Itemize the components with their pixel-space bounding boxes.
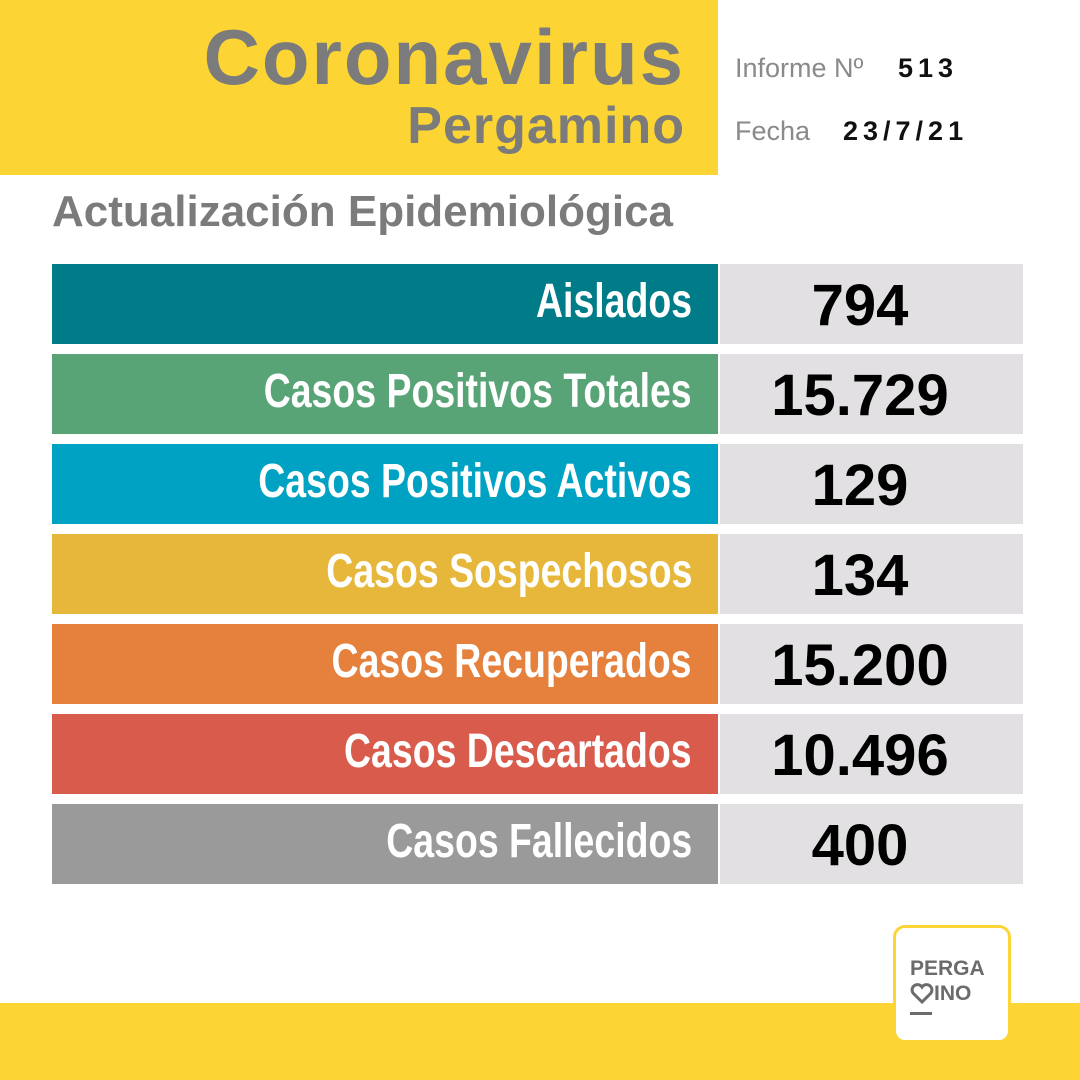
row-value: 129 xyxy=(811,453,909,518)
row-value: 15.200 xyxy=(771,633,949,698)
subtitle: Pergamino xyxy=(407,97,685,155)
date-label: Fecha xyxy=(735,116,811,146)
row-value-cell: 129 xyxy=(720,444,1023,524)
row-label: Casos Positivos Activos xyxy=(258,455,692,508)
row: Casos Fallecidos 400 xyxy=(52,804,1023,884)
row-label-cell: Aislados xyxy=(52,264,718,344)
row-label-cell: Casos Recuperados xyxy=(52,624,718,704)
row-value: 794 xyxy=(811,273,909,338)
logo-underline xyxy=(910,1012,932,1015)
row-value: 134 xyxy=(811,543,909,608)
logo-heart xyxy=(910,983,934,1004)
logo-text: INO xyxy=(934,982,972,1005)
row-label-cell: Casos Fallecidos xyxy=(52,804,718,884)
row-value-cell: 15.729 xyxy=(720,354,1023,434)
row-label: Casos Sospechosos xyxy=(325,545,692,598)
logo: PERGA INO xyxy=(893,925,1011,1043)
row: Casos Descartados 10.496 xyxy=(52,714,1023,794)
row-label-cell: Casos Positivos Totales xyxy=(52,354,718,434)
row-value-cell: 400 xyxy=(720,804,1023,884)
row-label: Casos Positivos Totales xyxy=(264,365,692,418)
row-value-cell: 10.496 xyxy=(720,714,1023,794)
row: Casos Recuperados 15.200 xyxy=(52,624,1023,704)
row-label: Casos Fallecidos xyxy=(386,815,692,868)
row-label-cell: Casos Sospechosos xyxy=(52,534,718,614)
logo-text: PERGA xyxy=(910,957,985,980)
row-value-cell: 134 xyxy=(720,534,1023,614)
row: Casos Sospechosos 134 xyxy=(52,534,1023,614)
row-label: Casos Recuperados xyxy=(332,635,692,688)
header-block xyxy=(0,0,718,175)
report-number: 513 xyxy=(898,53,959,83)
report-label: Informe Nº xyxy=(735,53,864,83)
section-title: Actualización Epidemiológica xyxy=(52,187,674,236)
row: Casos Positivos Totales 15.729 xyxy=(52,354,1023,434)
row-value: 10.496 xyxy=(771,723,949,788)
row-label: Aislados xyxy=(535,275,692,328)
row-label: Casos Descartados xyxy=(344,725,692,778)
row: Casos Positivos Activos 129 xyxy=(52,444,1023,524)
row-label-cell: Casos Positivos Activos xyxy=(52,444,718,524)
row-value-cell: 794 xyxy=(720,264,1023,344)
row-value: 15.729 xyxy=(771,363,949,428)
row-label-cell: Casos Descartados xyxy=(52,714,718,794)
row-value: 400 xyxy=(811,813,909,878)
title: Coronavirus xyxy=(203,13,685,101)
row-value-cell: 15.200 xyxy=(720,624,1023,704)
date: 23/7/21 xyxy=(843,116,969,146)
row: Aislados 794 xyxy=(52,264,1023,344)
